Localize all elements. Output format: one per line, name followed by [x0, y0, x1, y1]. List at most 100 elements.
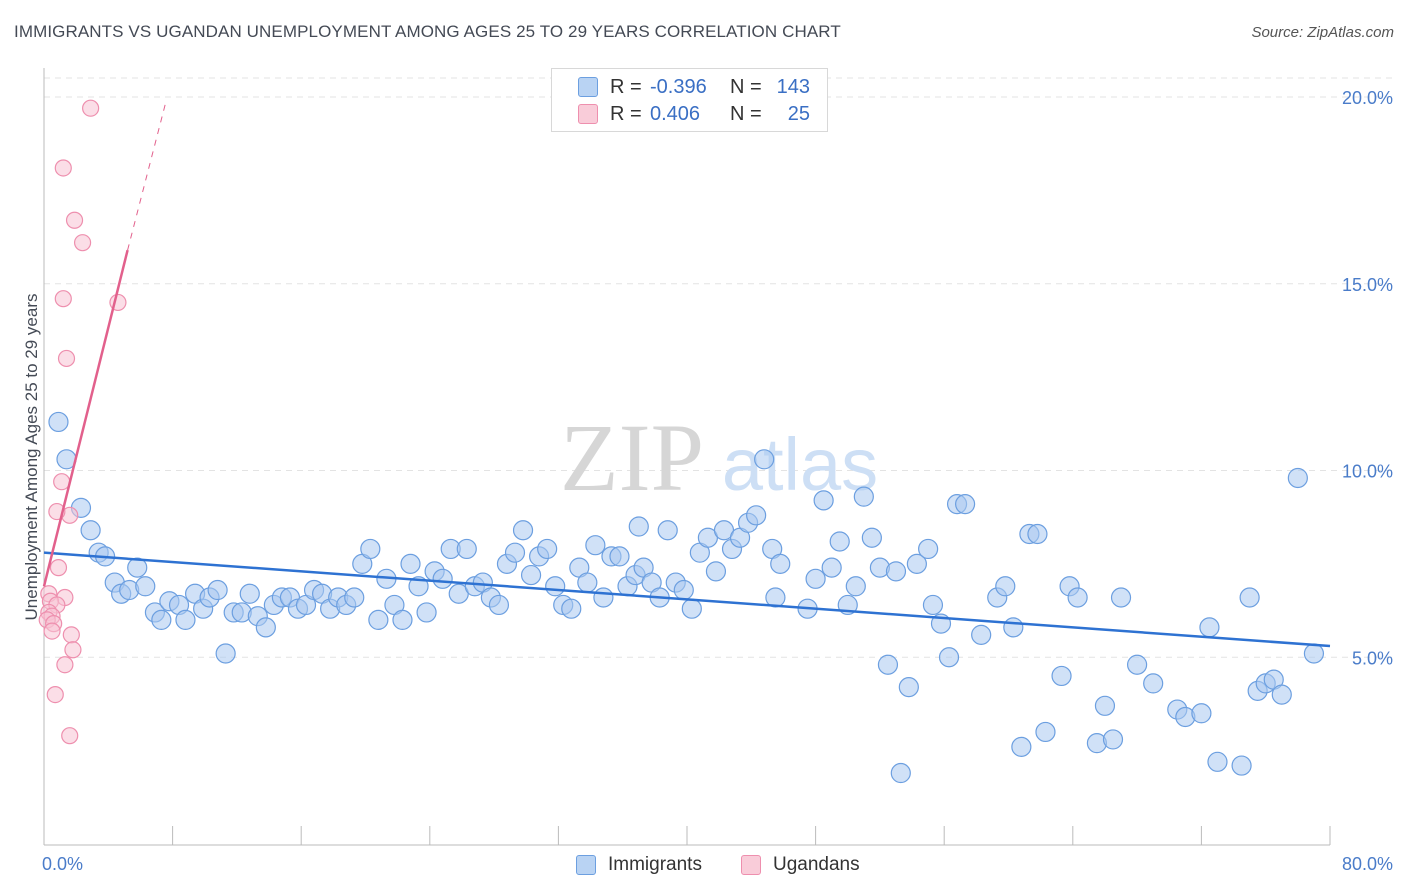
- immigrants-point: [813, 490, 834, 511]
- immigrants-point: [392, 609, 413, 631]
- immigrants-point: [1094, 695, 1116, 716]
- ugandans-points: [38, 99, 127, 745]
- immigrants-point: [673, 579, 694, 601]
- immigrants-point: [1287, 467, 1308, 489]
- immigrants-point: [545, 576, 566, 597]
- immigrants-point: [1003, 617, 1024, 638]
- immigrants-point: [995, 576, 1016, 597]
- y-tick-label: 10.0%: [1342, 462, 1393, 482]
- ugandans-point: [61, 727, 79, 745]
- axes: [43, 68, 1331, 846]
- immigrants-point: [1110, 587, 1132, 608]
- ugandans-point: [53, 473, 71, 491]
- immigrants-point: [1011, 736, 1032, 757]
- immigrants-point: [215, 643, 236, 664]
- legend-label-ugandans: Ugandans: [773, 854, 860, 875]
- x-tick-label-right: 80.0%: [1342, 854, 1393, 874]
- legend-n-label: N =: [730, 102, 762, 125]
- bottom-legend-immigrants: Immigrants: [576, 852, 702, 878]
- legend-swatch-blue: [576, 855, 596, 875]
- watermark-atlas: atlas: [722, 423, 878, 506]
- legend-r-label: R =: [610, 102, 642, 125]
- immigrants-point: [80, 520, 101, 541]
- immigrants-point: [853, 486, 874, 507]
- legend-label-immigrants: Immigrants: [608, 854, 702, 875]
- immigrants-point: [898, 677, 919, 698]
- immigrants-point: [1143, 673, 1164, 694]
- ugandans-point: [65, 211, 84, 229]
- watermark-zip: ZIP: [560, 404, 704, 511]
- immigrants-point: [504, 542, 526, 563]
- immigrants-point: [1239, 587, 1260, 608]
- legend-r-value: 0.406: [650, 102, 701, 125]
- ugandans-point: [62, 626, 80, 644]
- watermark: ZIP atlas: [560, 404, 878, 511]
- immigrants-point: [877, 654, 899, 675]
- immigrants-point: [746, 505, 767, 526]
- trend-lines: [42, 100, 1331, 648]
- ugandans-point: [43, 622, 61, 640]
- ugandans-point: [54, 290, 72, 308]
- immigrants-point: [368, 609, 389, 631]
- immigrants-point: [127, 557, 148, 578]
- ugandans-point: [56, 656, 74, 674]
- chart-title: IMMIGRANTS VS UGANDAN UNEMPLOYMENT AMONG…: [14, 22, 841, 41]
- immigrants-point: [1067, 587, 1088, 608]
- y-axis-label: Unemployment Among Ages 25 to 29 years: [22, 294, 41, 621]
- legend-r-label: R =: [610, 75, 642, 98]
- immigrants-point: [1035, 721, 1056, 743]
- immigrants-point: [488, 594, 510, 616]
- immigrants-point: [512, 520, 534, 541]
- immigrants-point: [408, 576, 429, 597]
- immigrants-point: [537, 538, 558, 560]
- ugandans-point: [46, 685, 64, 704]
- bottom-legend-ugandans: Ugandans: [741, 852, 860, 878]
- immigrants-point: [1271, 684, 1292, 705]
- immigrants-point: [1231, 755, 1252, 776]
- legend-n-value: 25: [787, 102, 810, 125]
- immigrants-point: [151, 609, 172, 631]
- immigrants-point: [861, 527, 882, 548]
- immigrants-point: [681, 598, 702, 619]
- y-tick-label: 20.0%: [1342, 88, 1393, 108]
- immigrants-point: [1102, 729, 1124, 750]
- immigrants-point: [520, 564, 542, 586]
- immigrants-point: [593, 587, 614, 608]
- ugandans-point: [57, 349, 76, 368]
- immigrants-point: [360, 538, 381, 560]
- ugandans-point: [82, 99, 100, 117]
- immigrants-point: [344, 587, 365, 608]
- immigrants-point: [845, 576, 866, 597]
- legend-row-ugandans: R = 0.406 N = 25: [578, 101, 810, 127]
- x-tick-label-left: 0.0%: [42, 854, 83, 874]
- immigrants-point: [1199, 617, 1220, 638]
- immigrants-point: [175, 609, 196, 631]
- ugandans-trend-line: [42, 249, 129, 587]
- immigrants-point: [885, 561, 907, 582]
- immigrants-point: [1027, 523, 1048, 545]
- immigrants-point: [770, 553, 791, 574]
- immigrants-point: [754, 449, 775, 470]
- legend-n-value: 143: [776, 75, 810, 98]
- immigrants-point: [585, 535, 606, 556]
- immigrants-point: [255, 617, 276, 638]
- immigrants-point: [1207, 751, 1228, 772]
- immigrants-point: [705, 561, 727, 582]
- immigrants-points: [48, 411, 1325, 784]
- y-tick-label: 5.0%: [1352, 648, 1393, 668]
- immigrants-point: [971, 624, 992, 645]
- immigrants-point: [239, 583, 260, 604]
- immigrants-point: [805, 568, 826, 589]
- immigrants-point: [1126, 654, 1148, 675]
- immigrants-point: [918, 538, 939, 560]
- legend-row-immigrants: R = -0.396 N = 143: [578, 74, 810, 100]
- immigrants-point: [890, 762, 911, 784]
- immigrants-point: [922, 594, 944, 616]
- immigrants-point: [432, 568, 453, 589]
- tick-labels: 5.0% 10.0% 15.0% 20.0% 0.0% 80.0%: [42, 88, 1393, 874]
- immigrants-point: [561, 598, 582, 619]
- immigrants-point: [577, 572, 598, 593]
- ugandans-point: [54, 159, 72, 177]
- legend-r-value: -0.396: [650, 75, 707, 98]
